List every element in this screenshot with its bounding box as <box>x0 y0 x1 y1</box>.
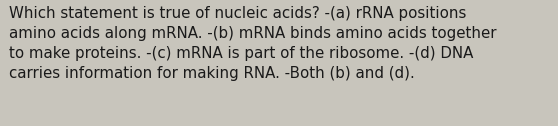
Text: Which statement is true of nucleic acids? -(a) rRNA positions
amino acids along : Which statement is true of nucleic acids… <box>9 6 497 81</box>
